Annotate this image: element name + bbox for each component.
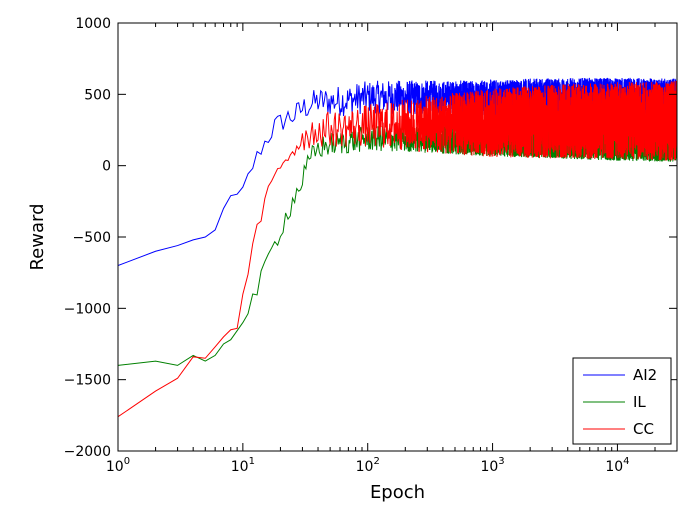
legend-label-cc: CC <box>633 420 654 438</box>
x-tick-base: 10 <box>605 459 623 475</box>
y-tick-label: −500 <box>73 230 111 246</box>
y-tick-label: 0 <box>102 159 111 175</box>
x-tick-base: 10 <box>231 459 249 475</box>
y-tick-label: −2000 <box>64 444 111 460</box>
y-tick-label: 500 <box>84 87 111 103</box>
x-tick-label: 103 <box>480 456 504 475</box>
x-tick-label: 104 <box>605 456 629 475</box>
x-tick-exponent: 4 <box>623 456 629 467</box>
y-tick-label: −1000 <box>64 301 111 317</box>
series-line-il <box>118 125 677 366</box>
x-tick-label: 100 <box>106 456 130 475</box>
legend-box <box>572 357 672 445</box>
legend-label-ai2: AI2 <box>633 366 657 384</box>
x-tick-base: 10 <box>356 459 374 475</box>
series-line-cc <box>118 80 677 418</box>
x-tick-exponent: 1 <box>249 456 255 467</box>
y-tick-label: −1500 <box>64 373 111 389</box>
x-tick-base: 10 <box>106 459 124 475</box>
x-tick-label: 101 <box>231 456 255 475</box>
x-tick-label: 102 <box>356 456 380 475</box>
x-tick-exponent: 2 <box>373 456 379 467</box>
x-tick-exponent: 3 <box>498 456 504 467</box>
legend: AI2 IL CC <box>572 357 672 445</box>
legend-label-il: IL <box>633 393 646 411</box>
series-layer <box>118 77 677 418</box>
x-axis-label: Epoch <box>370 482 425 503</box>
y-axis-label: Reward <box>27 203 48 270</box>
x-tick-base: 10 <box>480 459 498 475</box>
y-tick-label: 1000 <box>75 16 111 32</box>
x-tick-exponent: 0 <box>124 456 130 467</box>
